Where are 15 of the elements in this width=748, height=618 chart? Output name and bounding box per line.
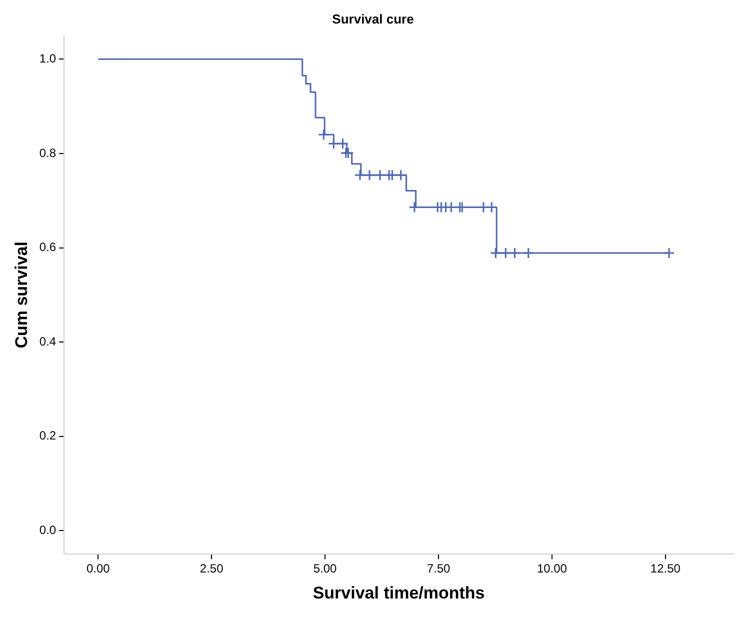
y-axis-title: Cum survival [12,242,31,348]
y-tick-label: 1.0 [39,51,56,66]
x-tick-label: 2.50 [200,562,224,576]
x-tick-label: 10.00 [536,562,568,576]
x-tick-label: 5.00 [313,562,338,576]
y-tick-label: 0.2 [39,428,56,443]
x-tick-label: 12.50 [650,562,681,576]
x-axis-title: Survival time/months [312,583,485,602]
x-tick-label: 0.00 [86,562,110,576]
y-tick-label: 0.6 [39,240,56,254]
y-tick-label: 0.4 [39,334,56,348]
x-tick-label: 7.50 [426,562,451,576]
chart-title: Survival cure [332,11,414,26]
y-tick-label: 0.0 [39,522,56,537]
y-tick-label: 0.8 [39,146,56,160]
